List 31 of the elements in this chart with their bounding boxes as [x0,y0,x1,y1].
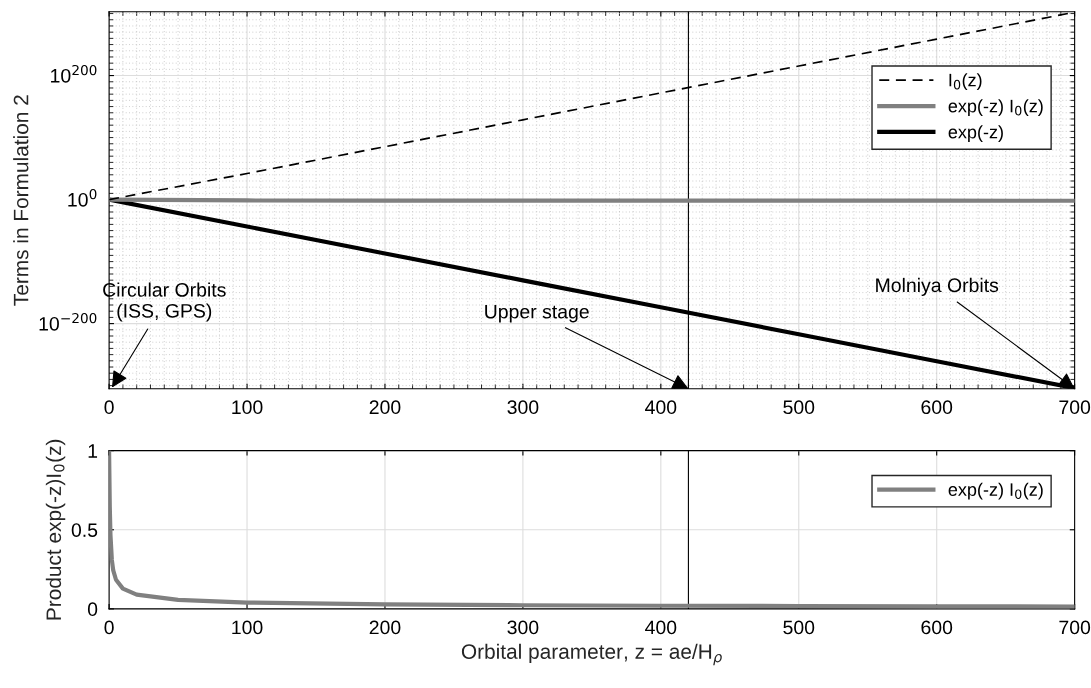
x-tick-label: 500 [783,620,815,635]
x-axis-title: Orbital parameter, z = ae/H$_{ρ}$ [461,643,722,666]
x-tick-label: 0 [104,400,114,415]
y-tick-label: 0.5 [71,523,98,537]
y-tick-label: 10$^{−200}$ [39,312,97,331]
legend-label: exp(-z) I$_{0}$(z) [948,482,1043,500]
y-tick-label: 0 [87,602,98,617]
legend-label: I$_{0}$(z) [949,73,982,91]
legend-label: exp(-z) I$_{0}$(z) [948,99,1043,117]
x-tick-label: 700 [1059,400,1091,415]
y-tick-label: 10$^{0}$ [68,188,97,207]
x-tick-label: 300 [507,400,539,415]
x-tick-label: 200 [369,400,401,415]
y-tick-label: 10$^{200}$ [51,64,97,83]
y-axis-title: Terms in Formulation 2 [13,95,29,306]
x-tick-label: 700 [1059,620,1091,635]
x-tick-label: 400 [645,620,677,635]
x-tick-label: 100 [232,620,263,635]
x-tick-label: 400 [645,400,677,415]
y-axis-title: Product exp(-z)I$_{0}$(z) [45,439,66,620]
x-tick-label: 300 [507,620,539,635]
x-tick-label: 600 [921,620,953,635]
legend-label: exp(-z) [948,125,1003,143]
y-tick-label: 1 [88,444,98,458]
annotation: Upper stage [485,304,589,323]
x-tick-label: 0 [104,620,114,635]
x-tick-label: 200 [369,620,401,635]
x-tick-label: 600 [921,400,953,415]
annotation: Molniya Orbits [876,277,999,296]
x-tick-label: 500 [783,400,815,415]
x-tick-label: 100 [232,400,263,415]
